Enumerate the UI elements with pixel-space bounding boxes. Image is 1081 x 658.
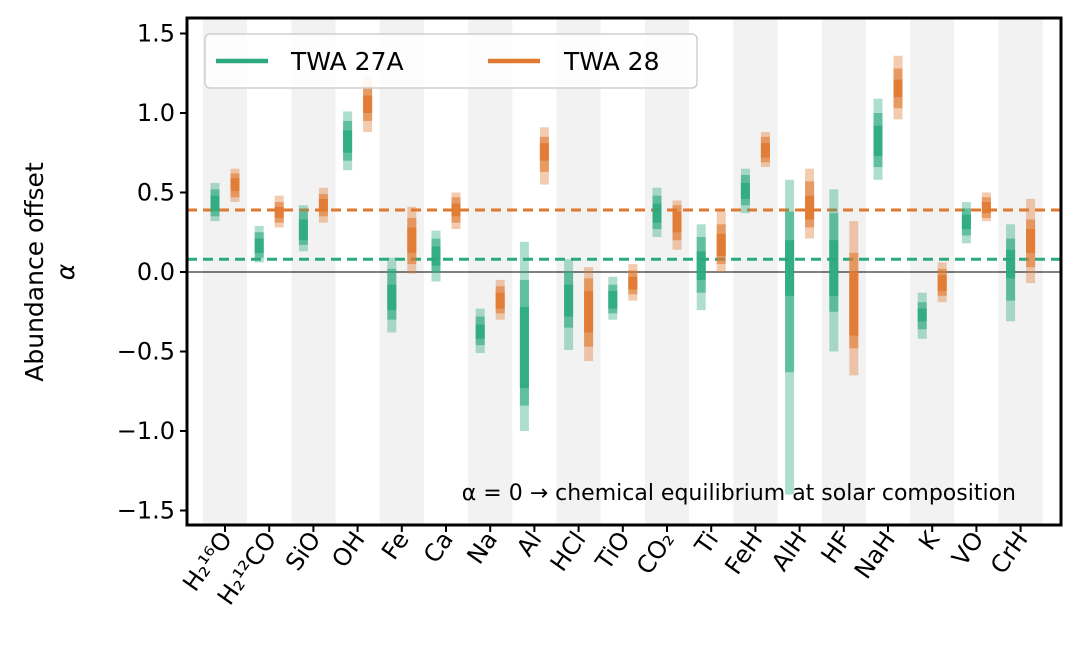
x-tick-label: CO₂ (631, 526, 680, 579)
interval-s1-bar (829, 240, 839, 296)
x-tick-label: NaH (849, 526, 901, 584)
interval-s1-bar (539, 143, 549, 161)
interval-s1-bar (298, 219, 308, 241)
y-axis-label-symbol: α (51, 263, 80, 280)
x-tick-label: Al (511, 526, 547, 561)
interval-s1-bar (672, 211, 682, 233)
x-tick-label: HF (816, 526, 857, 568)
legend-label-twa27a: TWA 27A (290, 47, 404, 76)
legend: TWA 27A TWA 28 (204, 33, 698, 89)
plot-frame (185, 16, 1063, 527)
x-tick-label: CrH (985, 526, 1034, 579)
interval-s1-bar (873, 125, 883, 156)
interval-s1-bar (849, 272, 859, 336)
x-tick-label: Fe (376, 526, 415, 564)
x-tick-label: TiO (590, 526, 636, 575)
x-tick-label: Ti (689, 526, 724, 560)
interval-s1-bar (318, 198, 328, 212)
interval-s1-bar (608, 291, 618, 309)
interval-s1-bar (1026, 229, 1036, 253)
x-tick-label: OH (326, 526, 370, 572)
interval-s1-bar (230, 178, 240, 191)
interval-s1-bar (716, 233, 726, 257)
interval-s1-bar (431, 246, 441, 266)
x-tick-label: AlH (766, 526, 813, 576)
interval-s1-bar (937, 275, 947, 292)
y-axis-label: Abundance offset (20, 162, 49, 382)
interval-bars (210, 55, 1036, 495)
x-tick-label: K (913, 525, 946, 555)
interval-s1-bar (451, 203, 461, 217)
interval-s1-bar (652, 203, 662, 223)
y-tick-label: 0.5 (137, 179, 175, 207)
y-tick-label: −0.5 (117, 338, 175, 366)
y-tick-label: 1.0 (137, 99, 175, 127)
x-tick-label: FeH (719, 526, 768, 579)
interval-s1-bar (740, 182, 750, 199)
interval-s1-bar (495, 292, 505, 309)
interval-s1-bar (519, 306, 529, 389)
interval-s1-bar (210, 195, 220, 212)
x-tick-label: Na (461, 526, 503, 569)
legend-box (204, 33, 698, 89)
x-tick-label: Ca (418, 526, 459, 568)
interval-s1-bar (917, 308, 927, 322)
interval-s1-bar (387, 284, 397, 311)
y-tick-label: −1.5 (117, 497, 175, 525)
y-axis: −1.5 −1.0 −0.5 0.0 0.5 1.0 1.5 (117, 20, 187, 525)
interval-s1-bar (564, 284, 574, 317)
interval-s1-bar (407, 227, 417, 253)
reference-lines (187, 208, 1061, 261)
interval-s1-bar (805, 195, 815, 220)
interval-s1-bar (696, 251, 706, 280)
interval-s1-bar (1006, 249, 1016, 279)
interval-s1-bar (961, 214, 971, 230)
legend-label-twa28: TWA 28 (563, 47, 659, 76)
x-tick-label: HCl (545, 526, 592, 576)
interval-s1-bar (343, 130, 353, 153)
interval-s1-bar (475, 324, 485, 339)
interval-s1-bar (893, 79, 903, 98)
interval-s1-bar (274, 206, 284, 218)
interval-s1-bar (760, 143, 770, 158)
interval-s1-bar (363, 95, 373, 113)
x-tick-label: VO (946, 526, 989, 571)
interval-s1-bar (254, 238, 264, 253)
interval-s1-bar (981, 202, 991, 214)
x-tick-label: SiO (280, 526, 326, 575)
y-tick-label: 1.5 (137, 20, 175, 48)
interval-s1-bar (584, 291, 594, 333)
annotation-text: α = 0 → chemical equilibrium at solar co… (462, 481, 1016, 506)
y-tick-label: 0.0 (137, 258, 175, 286)
interval-s1-bar (628, 276, 638, 290)
y-tick-label: −1.0 (117, 417, 175, 445)
interval-s1-bar (785, 240, 795, 296)
